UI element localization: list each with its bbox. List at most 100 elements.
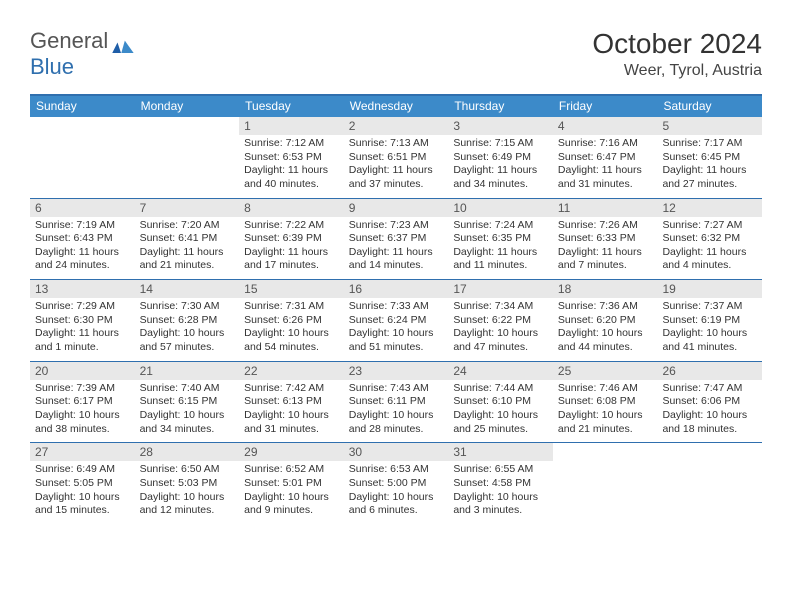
sunrise-text: Sunrise: 7:17 AM — [662, 137, 757, 151]
sunset-text: Sunset: 6:13 PM — [244, 395, 339, 409]
sunset-text: Sunset: 6:51 PM — [349, 151, 444, 165]
day-info: Sunrise: 7:30 AMSunset: 6:28 PMDaylight:… — [137, 300, 238, 355]
day-number: 5 — [657, 117, 762, 135]
daylight-text: Daylight: 11 hours and 11 minutes. — [453, 246, 548, 273]
calendar-cell: 12 Sunrise: 7:27 AMSunset: 6:32 PMDayligh… — [657, 199, 762, 280]
day-info: Sunrise: 7:42 AMSunset: 6:13 PMDaylight:… — [241, 382, 342, 437]
day-number: 24 — [448, 362, 553, 380]
day-info: Sunrise: 7:33 AMSunset: 6:24 PMDaylight:… — [346, 300, 447, 355]
daylight-text: Daylight: 11 hours and 14 minutes. — [349, 246, 444, 273]
daylight-text: Daylight: 10 hours and 34 minutes. — [140, 409, 235, 436]
day-number: 20 — [30, 362, 135, 380]
day-header: Sunday — [30, 96, 135, 117]
sunset-text: Sunset: 6:11 PM — [349, 395, 444, 409]
sunrise-text: Sunrise: 7:12 AM — [244, 137, 339, 151]
logo-mark-icon — [112, 33, 134, 49]
day-info: Sunrise: 7:12 AMSunset: 6:53 PMDaylight:… — [241, 137, 342, 192]
sunrise-text: Sunrise: 7:16 AM — [558, 137, 653, 151]
sunrise-text: Sunrise: 7:44 AM — [453, 382, 548, 396]
calendar-cell — [657, 443, 762, 524]
sunrise-text: Sunrise: 7:47 AM — [662, 382, 757, 396]
day-number: 3 — [448, 117, 553, 135]
sunrise-text: Sunrise: 7:22 AM — [244, 219, 339, 233]
sunrise-text: Sunrise: 7:26 AM — [558, 219, 653, 233]
day-info: Sunrise: 7:17 AMSunset: 6:45 PMDaylight:… — [659, 137, 760, 192]
calendar-cell: 2 Sunrise: 7:13 AMSunset: 6:51 PMDaylight… — [344, 117, 449, 198]
day-info: Sunrise: 7:31 AMSunset: 6:26 PMDaylight:… — [241, 300, 342, 355]
sunrise-text: Sunrise: 6:49 AM — [35, 463, 130, 477]
day-info: Sunrise: 7:19 AMSunset: 6:43 PMDaylight:… — [32, 219, 133, 274]
day-number: 27 — [30, 443, 135, 461]
day-number: 21 — [135, 362, 240, 380]
sunrise-text: Sunrise: 7:29 AM — [35, 300, 130, 314]
day-info: Sunrise: 7:37 AMSunset: 6:19 PMDaylight:… — [659, 300, 760, 355]
daylight-text: Daylight: 10 hours and 25 minutes. — [453, 409, 548, 436]
day-info: Sunrise: 7:36 AMSunset: 6:20 PMDaylight:… — [555, 300, 656, 355]
daylight-text: Daylight: 10 hours and 28 minutes. — [349, 409, 444, 436]
sunrise-text: Sunrise: 7:31 AM — [244, 300, 339, 314]
calendar-cell: 28Sunrise: 6:50 AMSunset: 5:03 PMDayligh… — [135, 443, 240, 524]
day-number — [30, 117, 135, 135]
daylight-text: Daylight: 10 hours and 21 minutes. — [558, 409, 653, 436]
logo-text-general: General — [30, 28, 108, 54]
day-number: 18 — [553, 280, 658, 298]
calendar-cell: 7Sunrise: 7:20 AMSunset: 6:41 PMDaylight… — [135, 199, 240, 280]
day-number: 10 — [448, 199, 553, 217]
daylight-text: Daylight: 10 hours and 6 minutes. — [349, 491, 444, 518]
calendar-cell: 23Sunrise: 7:43 AMSunset: 6:11 PMDayligh… — [344, 362, 449, 443]
sunset-text: Sunset: 5:00 PM — [349, 477, 444, 491]
day-info: Sunrise: 7:43 AMSunset: 6:11 PMDaylight:… — [346, 382, 447, 437]
sunrise-text: Sunrise: 7:20 AM — [140, 219, 235, 233]
sunrise-text: Sunrise: 7:24 AM — [453, 219, 548, 233]
day-number: 12 — [657, 199, 762, 217]
sunrise-text: Sunrise: 6:50 AM — [140, 463, 235, 477]
daylight-text: Daylight: 10 hours and 54 minutes. — [244, 327, 339, 354]
sunrise-text: Sunrise: 7:30 AM — [140, 300, 235, 314]
sunset-text: Sunset: 6:28 PM — [140, 314, 235, 328]
sunrise-text: Sunrise: 7:46 AM — [558, 382, 653, 396]
day-info: Sunrise: 7:22 AMSunset: 6:39 PMDaylight:… — [241, 219, 342, 274]
daylight-text: Daylight: 10 hours and 38 minutes. — [35, 409, 130, 436]
sunset-text: Sunset: 6:19 PM — [662, 314, 757, 328]
day-info: Sunrise: 7:13 AMSunset: 6:51 PMDaylight:… — [346, 137, 447, 192]
day-number: 13 — [30, 280, 135, 298]
calendar-cell: 30Sunrise: 6:53 AMSunset: 5:00 PMDayligh… — [344, 443, 449, 524]
daylight-text: Daylight: 11 hours and 31 minutes. — [558, 164, 653, 191]
day-info: Sunrise: 7:44 AMSunset: 6:10 PMDaylight:… — [450, 382, 551, 437]
day-number — [553, 443, 658, 461]
day-header: Monday — [135, 96, 240, 117]
week-row: 13 Sunrise: 7:29 AMSunset: 6:30 PMDayligh… — [30, 279, 762, 361]
day-header-row: SundayMondayTuesdayWednesdayThursdayFrid… — [30, 96, 762, 117]
calendar-cell: 14Sunrise: 7:30 AMSunset: 6:28 PMDayligh… — [135, 280, 240, 361]
day-info: Sunrise: 7:23 AMSunset: 6:37 PMDaylight:… — [346, 219, 447, 274]
week-row: 1Sunrise: 7:12 AMSunset: 6:53 PMDaylight… — [30, 117, 762, 198]
day-info: Sunrise: 6:53 AMSunset: 5:00 PMDaylight:… — [346, 463, 447, 518]
sunrise-text: Sunrise: 7:42 AM — [244, 382, 339, 396]
day-number: 6 — [30, 199, 135, 217]
daylight-text: Daylight: 11 hours and 17 minutes. — [244, 246, 339, 273]
sunset-text: Sunset: 6:06 PM — [662, 395, 757, 409]
sunrise-text: Sunrise: 7:27 AM — [662, 219, 757, 233]
week-row: 20Sunrise: 7:39 AMSunset: 6:17 PMDayligh… — [30, 361, 762, 443]
day-number: 22 — [239, 362, 344, 380]
daylight-text: Daylight: 10 hours and 9 minutes. — [244, 491, 339, 518]
sunset-text: Sunset: 6:53 PM — [244, 151, 339, 165]
daylight-text: Daylight: 10 hours and 18 minutes. — [662, 409, 757, 436]
sunset-text: Sunset: 6:39 PM — [244, 232, 339, 246]
day-info: Sunrise: 6:50 AMSunset: 5:03 PMDaylight:… — [137, 463, 238, 518]
daylight-text: Daylight: 10 hours and 15 minutes. — [35, 491, 130, 518]
calendar-cell: 31Sunrise: 6:55 AMSunset: 4:58 PMDayligh… — [448, 443, 553, 524]
calendar-cell: 1Sunrise: 7:12 AMSunset: 6:53 PMDaylight… — [239, 117, 344, 198]
sunset-text: Sunset: 6:47 PM — [558, 151, 653, 165]
daylight-text: Daylight: 11 hours and 1 minute. — [35, 327, 130, 354]
day-number: 2 — [344, 117, 449, 135]
sunset-text: Sunset: 6:35 PM — [453, 232, 548, 246]
sunset-text: Sunset: 5:01 PM — [244, 477, 339, 491]
sunrise-text: Sunrise: 7:43 AM — [349, 382, 444, 396]
day-info: Sunrise: 7:27 AMSunset: 6:32 PMDaylight:… — [659, 219, 760, 274]
calendar-cell: 11Sunrise: 7:26 AMSunset: 6:33 PMDayligh… — [553, 199, 658, 280]
calendar-cell: 20Sunrise: 7:39 AMSunset: 6:17 PMDayligh… — [30, 362, 135, 443]
day-info: Sunrise: 7:29 AMSunset: 6:30 PMDaylight:… — [32, 300, 133, 355]
sunrise-text: Sunrise: 7:36 AM — [558, 300, 653, 314]
calendar-cell: 15Sunrise: 7:31 AMSunset: 6:26 PMDayligh… — [239, 280, 344, 361]
